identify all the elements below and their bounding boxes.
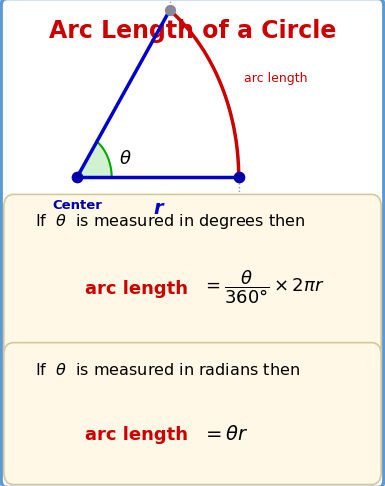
Polygon shape [77, 141, 112, 177]
FancyBboxPatch shape [4, 343, 381, 485]
Text: Center: Center [52, 199, 102, 212]
Text: arc length: arc length [85, 426, 188, 444]
Text: r: r [153, 199, 163, 218]
Text: If  $\theta$  is measured in degrees then: If $\theta$ is measured in degrees then [35, 211, 305, 231]
Point [236, 174, 242, 181]
FancyBboxPatch shape [4, 194, 381, 360]
Text: If  $\theta$  is measured in radians then: If $\theta$ is measured in radians then [35, 363, 300, 378]
Text: $=\dfrac{\theta}{360°}\times 2\pi r$: $=\dfrac{\theta}{360°}\times 2\pi r$ [202, 268, 325, 306]
Point [74, 174, 80, 181]
Text: arc length: arc length [244, 72, 307, 85]
Text: $=\theta r$: $=\theta r$ [202, 425, 249, 445]
Text: arc length: arc length [85, 280, 188, 298]
Text: Arc Length of a Circle: Arc Length of a Circle [49, 19, 336, 43]
Point [167, 6, 173, 14]
Text: θ: θ [120, 150, 131, 168]
